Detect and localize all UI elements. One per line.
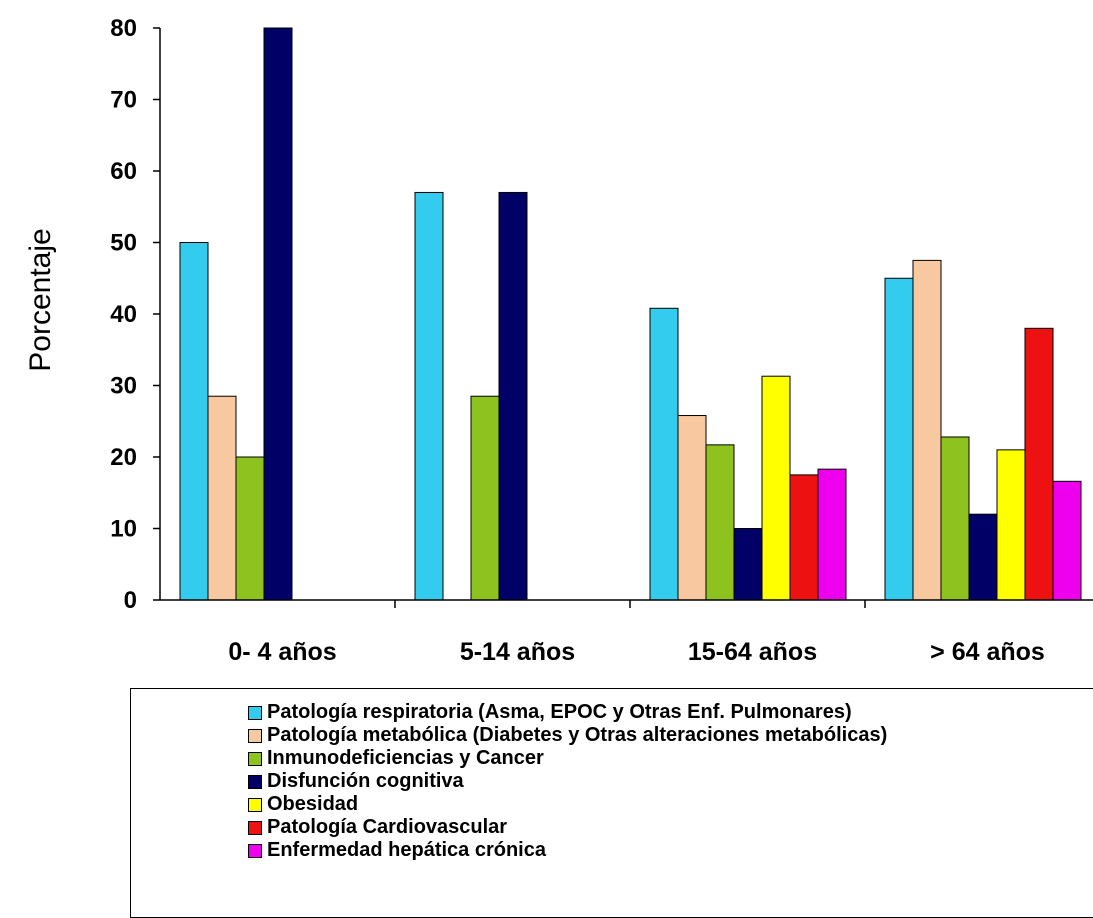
y-axis-label: Porcentaje [24,228,57,371]
bar-0-1 [207,395,237,601]
y-tick-label-8: 80 [110,15,137,42]
bar-3-2 [940,436,970,601]
bar-3-4 [996,449,1026,601]
legend-item-4: Obesidad [248,793,887,816]
bar-2-2 [705,444,735,601]
bar-1-2 [470,395,500,601]
legend-label-6: Enfermedad hepática crónica [267,839,546,861]
legend-list: Patología respiratoria (Asma, EPOC y Otr… [248,701,887,862]
bar-3-6 [1052,480,1082,601]
x-tick-label-2: 15-64 años [688,638,817,666]
bar-3-5 [1024,327,1054,601]
bar-2-1 [677,415,707,601]
bar-2-6 [817,468,847,601]
legend-item-2: Inmunodeficiencias y Cancer [248,747,887,770]
y-tick-label-5: 50 [110,230,137,257]
y-tick-label-1: 10 [110,516,137,543]
x-tick-labels: 0- 4 años 5-14 años 15-64 años > 64 años [228,638,1045,666]
axes-layer [153,27,1093,608]
y-tick-label-6: 60 [110,158,137,185]
legend-item-6: Enfermedad hepática crónica [248,839,887,862]
x-tick-label-1: 5-14 años [460,638,575,666]
legend-label-2: Inmunodeficiencias y Cancer [267,747,544,769]
y-tick-label-2: 20 [110,444,137,471]
legend-label-5: Patología Cardiovascular [267,816,508,838]
legend-swatch-4 [248,797,262,812]
legend-label-1: Patología metabólica (Diabetes y Otras a… [267,724,888,746]
legend-swatch-0 [248,705,262,720]
x-tick-label-3: > 64 años [930,638,1045,666]
bar-0-3 [263,27,293,601]
bar-0-0 [179,242,209,601]
legend-label-0: Patología respiratoria (Asma, EPOC y Otr… [267,701,852,723]
legend-swatch-3 [248,774,262,789]
legend-item-0: Patología respiratoria (Asma, EPOC y Otr… [248,701,887,724]
bars-layer [179,27,1082,601]
bar-0-2 [235,456,265,601]
y-tick-label-0: 0 [124,587,137,614]
legend-item-5: Patología Cardiovascular [248,816,887,839]
bar-3-1 [912,259,942,601]
legend-label-4: Obesidad [267,793,359,815]
legend-item-3: Disfunción cognitiva [248,770,887,793]
y-tick-label-3: 30 [110,373,137,400]
legend-swatch-1 [248,728,262,743]
y-tick-label-4: 40 [110,301,137,328]
bar-2-5 [789,474,819,601]
x-tick-label-0: 0- 4 años [228,638,336,666]
bar-1-0 [414,191,444,601]
legend-swatch-2 [248,751,262,766]
bar-chart: 0 10 20 30 40 50 60 70 80 0- 4 años 5-14 años 15-6… [24,15,1093,666]
bar-3-3 [968,513,998,601]
legend-swatch-6 [248,843,262,858]
bar-2-4 [761,375,791,601]
legend-item-1: Patología metabólica (Diabetes y Otras a… [248,724,887,747]
y-tick-label-7: 70 [110,87,137,114]
bar-1-3 [498,191,528,601]
legend-label-3: Disfunción cognitiva [267,770,464,792]
bar-2-0 [649,307,679,601]
legend-swatch-5 [248,820,262,835]
bar-3-0 [884,277,914,601]
y-tick-labels: 0 10 20 30 40 50 60 70 80 [110,15,137,614]
bar-2-3 [733,528,763,601]
legend: Patología respiratoria (Asma, EPOC y Otr… [130,688,1093,918]
